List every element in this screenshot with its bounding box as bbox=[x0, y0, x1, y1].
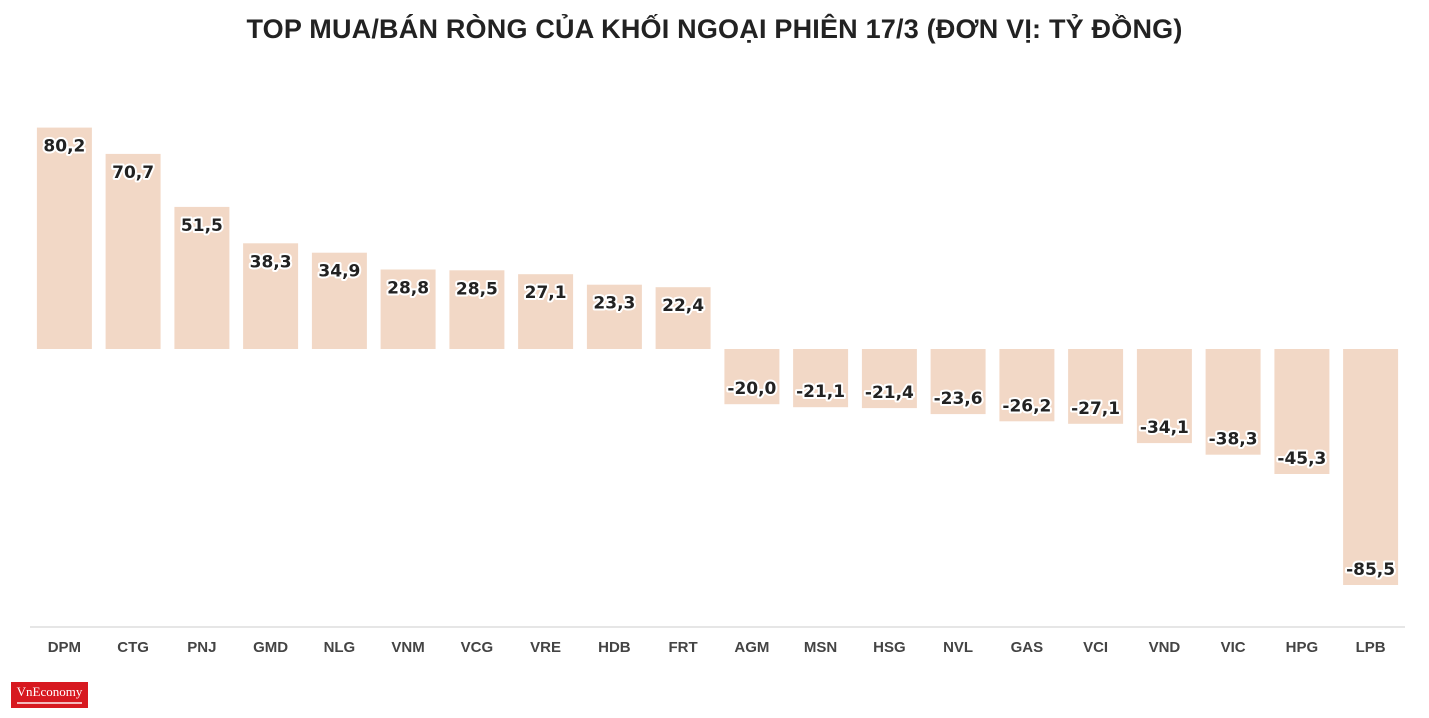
x-tick-pnj: PNJ bbox=[187, 639, 216, 656]
bar-pnj bbox=[174, 206, 230, 349]
bar-msn bbox=[793, 349, 849, 408]
bar-vci bbox=[1068, 349, 1124, 424]
logo-text: VnEconomy bbox=[16, 684, 83, 699]
data-label-vnm: 28,8 bbox=[387, 279, 429, 299]
x-tick-hpg: HPG bbox=[1286, 639, 1319, 656]
x-tick-vre: VRE bbox=[530, 639, 561, 656]
x-tick-hdb: HDB bbox=[598, 639, 631, 656]
bar-vnm bbox=[380, 269, 436, 349]
data-label-dpm: 80,2 bbox=[43, 137, 85, 157]
bars-group bbox=[36, 127, 1399, 585]
bar-frt bbox=[655, 287, 711, 349]
data-label-vci: -27,1 bbox=[1071, 399, 1120, 419]
bar-hdb bbox=[586, 284, 642, 349]
data-label-gas: -26,2 bbox=[1002, 396, 1051, 416]
bar-ctg bbox=[105, 153, 161, 349]
data-label-hpg: -45,3 bbox=[1277, 449, 1326, 469]
x-tick-agm: AGM bbox=[734, 639, 769, 656]
bar-vre bbox=[518, 274, 574, 349]
bar-lpb bbox=[1343, 349, 1399, 585]
x-tick-gmd: GMD bbox=[253, 639, 288, 656]
x-tick-ctg: CTG bbox=[117, 639, 149, 656]
x-tick-vic: VIC bbox=[1221, 639, 1246, 656]
logo-tagline-icon bbox=[17, 702, 82, 704]
bar-vic bbox=[1205, 349, 1261, 455]
x-tick-dpm: DPM bbox=[48, 639, 81, 656]
bar-nlg bbox=[311, 252, 367, 349]
vneconomy-logo: VnEconomy bbox=[11, 682, 88, 708]
data-label-nvl: -23,6 bbox=[934, 389, 983, 409]
data-label-vre: 27,1 bbox=[525, 283, 567, 303]
data-label-gmd: 38,3 bbox=[250, 252, 292, 272]
data-label-frt: 22,4 bbox=[662, 296, 704, 316]
bar-vcg bbox=[449, 270, 505, 349]
x-tick-vcg: VCG bbox=[461, 639, 494, 656]
x-tick-msn: MSN bbox=[804, 639, 837, 656]
bar-hsg bbox=[861, 349, 917, 409]
bar-dpm bbox=[36, 127, 92, 349]
data-label-agm: -20,0 bbox=[727, 379, 776, 399]
x-tick-vnm: VNM bbox=[391, 639, 424, 656]
x-tick-lpb: LPB bbox=[1356, 639, 1386, 656]
data-label-vic: -38,3 bbox=[1209, 430, 1258, 450]
bar-nvl bbox=[930, 349, 986, 415]
data-label-hdb: 23,3 bbox=[593, 294, 635, 314]
data-label-vnd: -34,1 bbox=[1140, 418, 1189, 438]
x-tick-nvl: NVL bbox=[943, 639, 973, 656]
bar-gas bbox=[999, 349, 1055, 422]
x-tick-nlg: NLG bbox=[324, 639, 356, 656]
data-label-nlg: 34,9 bbox=[318, 262, 360, 282]
bar-vnd bbox=[1136, 349, 1192, 444]
x-tick-vci: VCI bbox=[1083, 639, 1108, 656]
data-labels-group: 80,2 70,7 51,5 38,3 34,9 28,8 28,5 27,1 23,3 22,4… bbox=[41, 135, 1397, 582]
data-label-hsg: -21,4 bbox=[865, 383, 914, 403]
x-tick-gas: GAS bbox=[1011, 639, 1044, 656]
x-tick-labels-group: DPM CTG PNJ GMD NLG VNM VCG VRE HDB FRT AGM MSN HSG N… bbox=[48, 639, 1386, 656]
bar-gmd bbox=[243, 243, 299, 349]
x-tick-hsg: HSG bbox=[873, 639, 906, 656]
x-tick-frt: FRT bbox=[669, 639, 698, 656]
bar-agm bbox=[724, 349, 780, 405]
data-label-ctg: 70,7 bbox=[112, 163, 154, 183]
chart-title: TOP MUA/BÁN RÒNG CỦA KHỐI NGOẠI PHIÊN 17… bbox=[246, 14, 1183, 44]
data-label-vcg: 28,5 bbox=[456, 279, 498, 299]
data-label-lpb: -85,5 bbox=[1346, 560, 1395, 580]
data-label-pnj: 51,5 bbox=[181, 216, 223, 236]
bar-hpg bbox=[1274, 349, 1330, 474]
data-label-msn: -21,1 bbox=[796, 382, 845, 402]
x-tick-vnd: VND bbox=[1149, 639, 1181, 656]
